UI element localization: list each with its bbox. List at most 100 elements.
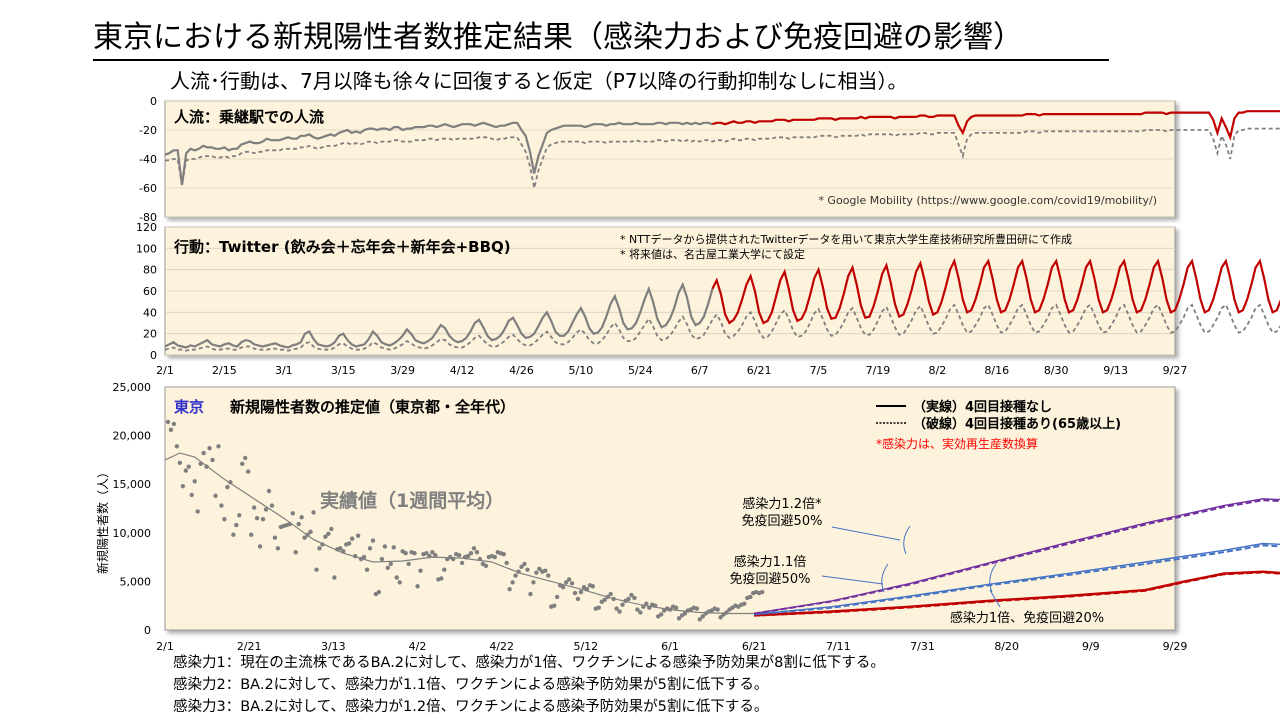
mobility-y-tick-label: -60 — [139, 182, 157, 195]
observed-daily-point — [590, 584, 596, 589]
observed-daily-point — [700, 614, 705, 619]
observed-daily-point — [433, 552, 438, 558]
observed-daily-point — [468, 551, 474, 556]
twitter-observed-series — [164, 281, 714, 349]
observed-daily-point — [186, 464, 191, 469]
observed-daily-point — [382, 544, 388, 549]
footnote-2: 感染力2：BA.2に対して、感染力が1.1倍、ワクチンによる感染予防効果が5割に… — [173, 677, 769, 693]
observed-daily-point — [272, 535, 278, 540]
observed-daily-point — [418, 568, 423, 573]
twitter-y-tick-label: 120 — [136, 221, 157, 234]
observed-daily-point — [263, 507, 269, 512]
observed-daily-point — [748, 594, 753, 600]
observed-daily-point — [682, 611, 688, 616]
observed-daily-point — [439, 576, 444, 581]
mobility-y-ticks: 0 -20 -40 -60 -80 — [139, 95, 157, 224]
observed-daily-point — [367, 546, 373, 551]
twitter-y-tick-label: 100 — [136, 242, 157, 255]
observed-daily-point — [718, 615, 723, 620]
observed-daily-point — [379, 556, 385, 562]
observed-daily-point — [415, 584, 420, 589]
observed-daily-point — [201, 450, 206, 456]
mobility-y-tick-label: 0 — [150, 95, 157, 108]
observed-daily-point — [207, 446, 212, 451]
scenario-dashed-line — [754, 499, 1280, 615]
observed-daily-point — [531, 580, 536, 585]
scenario-bracket — [903, 525, 911, 555]
cases-y-ticks: 0 5,000 10,000 15,000 20,000 25,000 — [113, 381, 152, 637]
observed-daily-point — [269, 503, 275, 508]
legend-solid-label: （実線）4回目接種なし — [913, 399, 1052, 415]
observed-daily-point — [617, 609, 622, 614]
twitter-x-tick-label: 7/5 — [810, 364, 828, 377]
observed-daily-point — [388, 561, 394, 567]
scenario-bracket — [881, 563, 889, 593]
cases-y-tick-label: 15,000 — [113, 478, 152, 491]
cases-x-tick-label: 4/2 — [409, 640, 427, 653]
observed-daily-point — [329, 526, 334, 532]
observed-daily-point — [519, 564, 524, 570]
scenario-dashed-line — [754, 544, 1280, 616]
observed-daily-point — [412, 551, 417, 556]
cases-x-tick-label: 8/20 — [994, 640, 1019, 653]
twitter-y-tick-label: 80 — [143, 264, 157, 277]
twitter-forecast-series — [711, 257, 1280, 325]
observed-daily-point — [629, 592, 634, 598]
observed-daily-point — [355, 533, 361, 538]
cases-y-tick-label: 10,000 — [113, 527, 152, 540]
observed-daily-point — [338, 546, 343, 551]
observed-daily-point — [602, 597, 607, 603]
observed-daily-point — [596, 605, 601, 610]
cases-x-tick-label: 2/21 — [237, 640, 262, 653]
observed-daily-point — [403, 551, 408, 556]
observed-daily-point — [251, 505, 257, 510]
observed-daily-point — [302, 535, 307, 540]
observed-daily-point — [676, 616, 682, 621]
observed-daily-point — [525, 567, 530, 572]
observed-daily-point — [213, 493, 218, 499]
mobility-dashed-series — [165, 127, 1280, 189]
cases-x-ticks: 2/1 2/21 3/13 4/2 4/22 5/12 6/1 6/21 7/11 7/31 8/2… — [156, 640, 1187, 653]
observed-daily-point — [326, 531, 331, 536]
observed-daily-point — [299, 515, 304, 520]
observed-daily-point — [715, 607, 720, 612]
observed-daily-point — [192, 479, 197, 484]
twitter-x-tick-label: 8/2 — [929, 364, 947, 377]
observed-daily-point — [245, 469, 251, 474]
twitter-panel-title: 行動：Twitter (飲み会＋忘年会＋新年会+BBQ) — [173, 238, 511, 256]
observed-daily-point — [370, 538, 376, 543]
twitter-y-tick-label: 0 — [150, 349, 157, 362]
twitter-y-tick-label: 40 — [143, 306, 157, 319]
legend: （実線）4回目接種なし （破線）4回目接種あり(65歳以上) *感染力は、実効再… — [876, 399, 1121, 451]
observed-daily-point — [632, 595, 637, 601]
observed-average-line — [164, 452, 760, 615]
cases-y-tick-label: 20,000 — [113, 430, 152, 443]
observed-daily-point — [566, 577, 572, 582]
twitter-x-ticks: 2/1 2/15 3/1 3/15 3/29 4/12 4/26 5/10 5/24 6/7 6/2… — [156, 364, 1187, 377]
twitter-x-tick-label: 5/24 — [628, 364, 653, 377]
cases-x-tick-label: 7/11 — [826, 640, 851, 653]
observed-daily-point — [275, 546, 281, 551]
twitter-x-tick-label: 2/15 — [212, 364, 237, 377]
observed-daily-point — [442, 567, 447, 572]
page-subtitle: 人流･行動は、7月以降も徐々に回復すると仮定（P7以降の行動抑制なしに相当）。 — [170, 69, 908, 93]
observed-daily-point — [406, 561, 411, 567]
observed-daily-points — [165, 419, 765, 622]
twitter-x-tick-label: 4/12 — [450, 364, 475, 377]
observed-daily-point — [237, 513, 242, 518]
twitter-y-tick-label: 60 — [143, 285, 157, 298]
observed-daily-point — [168, 427, 174, 432]
observed-daily-point — [397, 580, 402, 585]
scenario-dashed-line — [754, 570, 1280, 617]
observed-daily-point — [219, 503, 224, 508]
observed-daily-point — [174, 444, 180, 449]
scenario-solid-line — [754, 498, 1280, 615]
twitter-x-tick-label: 6/7 — [691, 364, 709, 377]
twitter-x-tick-label: 3/15 — [331, 364, 356, 377]
scenario-label: 感染力1.1倍 — [734, 554, 807, 570]
observed-daily-point — [546, 573, 551, 578]
cases-x-tick-label: 6/21 — [742, 640, 767, 653]
observed-daily-point — [471, 546, 477, 551]
observed-daily-point — [376, 589, 382, 595]
